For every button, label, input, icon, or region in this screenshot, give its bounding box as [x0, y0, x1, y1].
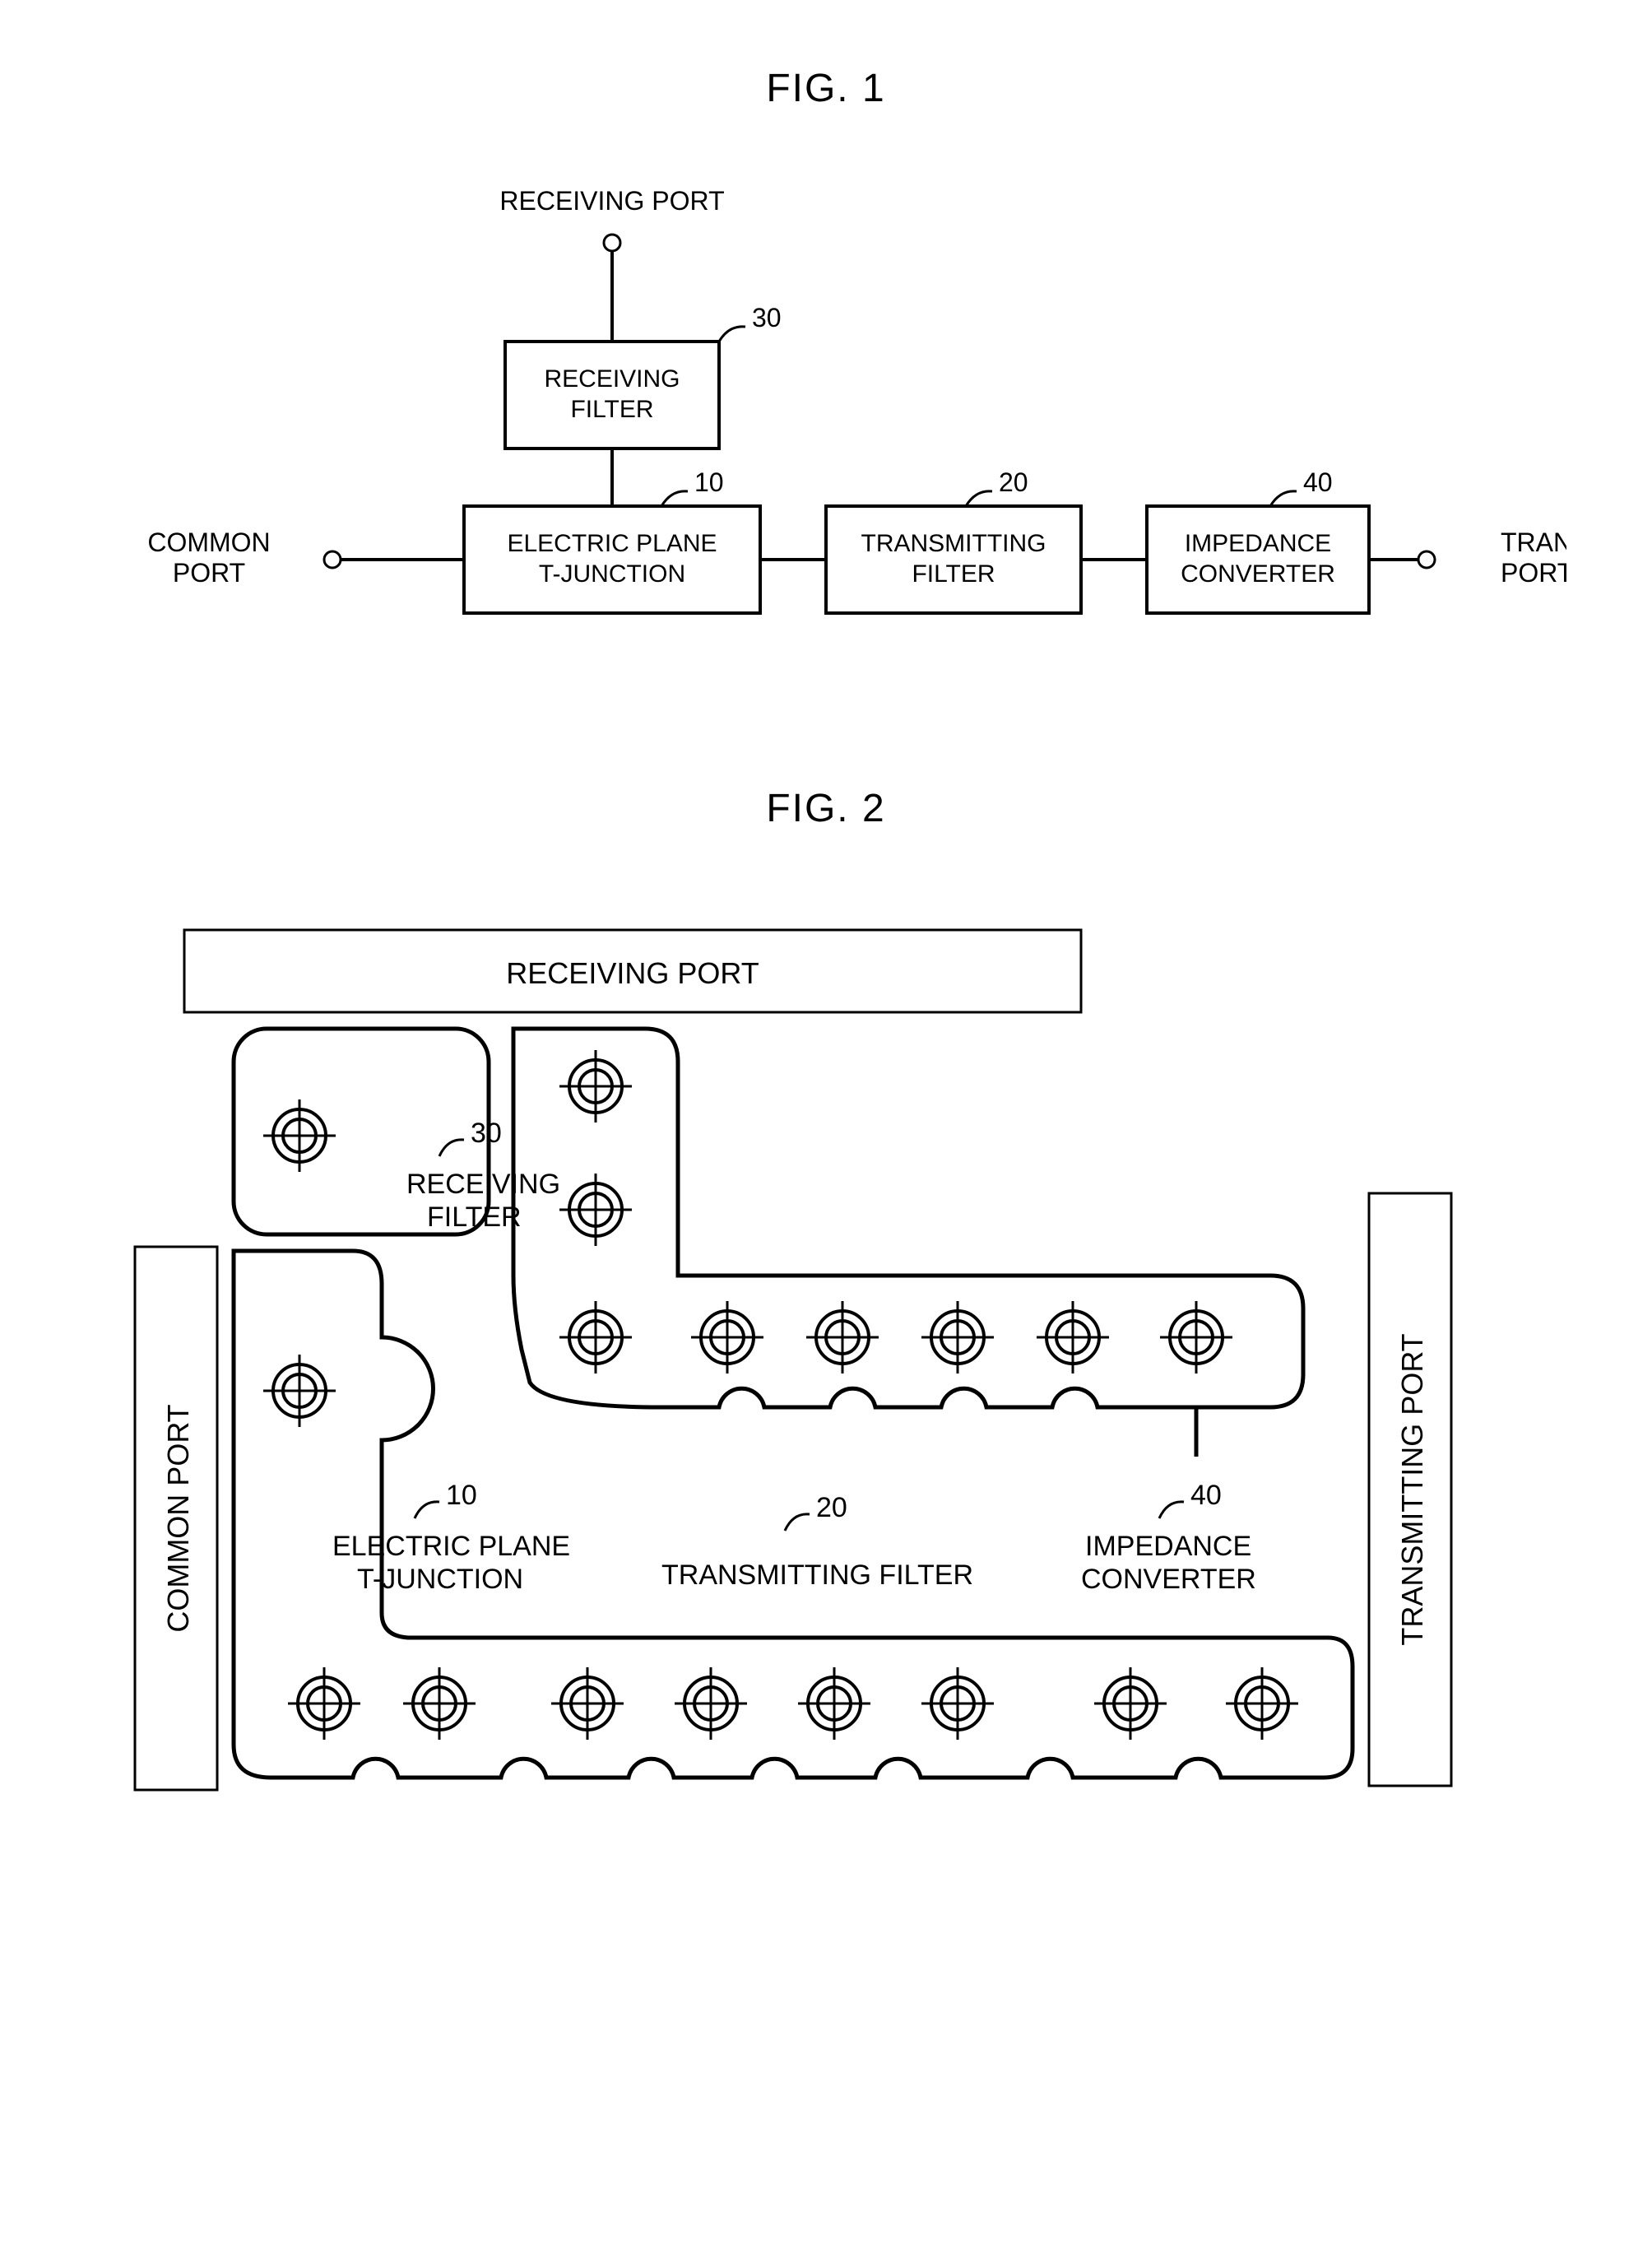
- transmitting-filter-label1: TRANSMITTING: [861, 530, 1046, 557]
- leader-10: [661, 491, 688, 506]
- fig2-ref-20: 20: [816, 1492, 847, 1523]
- tjunction-box: [464, 506, 760, 613]
- receiving-filter-label2: FILTER: [570, 396, 653, 423]
- fig2-leader-10: [415, 1502, 439, 1518]
- transmitting-filter-box: [826, 506, 1081, 613]
- impedance-converter-box: [1147, 506, 1369, 613]
- fig2-leader-20: [785, 1514, 810, 1531]
- transmitting-filter-label2: FILTER: [912, 560, 995, 588]
- tjunction-label1: ELECTRIC PLANE: [507, 530, 717, 557]
- fig2-transmitting-port-label: TRANSMITTING PORT: [1395, 1333, 1429, 1645]
- fig2-impedance-label1: IMPEDANCE: [1085, 1531, 1251, 1562]
- fig2-receiving-port-label: RECEIVING PORT: [506, 956, 759, 990]
- fig2-tjunction-label1: ELECTRIC PLANE: [332, 1531, 570, 1562]
- fig1-title: FIG. 1: [33, 66, 1619, 111]
- fig2-diagram: RECEIVING PORT COMMON PORT TRANSMITTING …: [86, 881, 1566, 1835]
- common-port-label1: COMMON: [147, 528, 270, 557]
- ref-10: 10: [694, 467, 724, 497]
- leader-20: [966, 491, 992, 506]
- fig2-ref-10: 10: [446, 1480, 477, 1511]
- fig2-impedance-label2: CONVERTER: [1081, 1564, 1256, 1595]
- receiving-port-label: RECEIVING PORT: [499, 186, 724, 216]
- transmitting-port-label1: TRANSMITTING: [1501, 528, 1566, 557]
- common-port-label2: PORT: [173, 558, 245, 588]
- common-port-terminal: [324, 551, 341, 568]
- fig2-rx-filter-label2: FILTER: [427, 1202, 522, 1233]
- ref-20: 20: [999, 467, 1028, 497]
- ref-30: 30: [752, 303, 782, 332]
- fig2-ref-30: 30: [471, 1118, 502, 1149]
- receiving-port-terminal: [604, 235, 620, 251]
- receiving-filter-box: [505, 342, 719, 449]
- fig2-ref-40: 40: [1190, 1480, 1222, 1511]
- fig2-tjunction-label2: T-JUNCTION: [357, 1564, 523, 1595]
- transmitting-port-label2: PORT: [1501, 558, 1566, 588]
- fig2-common-port-label: COMMON PORT: [161, 1404, 195, 1632]
- fig2-tx-filter-label: TRANSMITTING FILTER: [661, 1559, 973, 1591]
- transmitting-port-terminal: [1418, 551, 1435, 568]
- fig2-rx-filter-label1: RECEIVING: [406, 1169, 560, 1200]
- leader-40: [1270, 491, 1297, 506]
- impedance-converter-label2: CONVERTER: [1181, 560, 1335, 588]
- fig1-diagram: RECEIVING PORT 30 RECEIVING FILTER COMMO…: [86, 160, 1566, 753]
- impedance-converter-label1: IMPEDANCE: [1185, 530, 1331, 557]
- tjunction-label2: T-JUNCTION: [539, 560, 685, 588]
- receiving-filter-label1: RECEIVING: [544, 365, 680, 393]
- fig2-leader-40: [1159, 1502, 1184, 1518]
- ref-40: 40: [1303, 467, 1333, 497]
- leader-30: [719, 327, 745, 342]
- fig2-title: FIG. 2: [33, 786, 1619, 831]
